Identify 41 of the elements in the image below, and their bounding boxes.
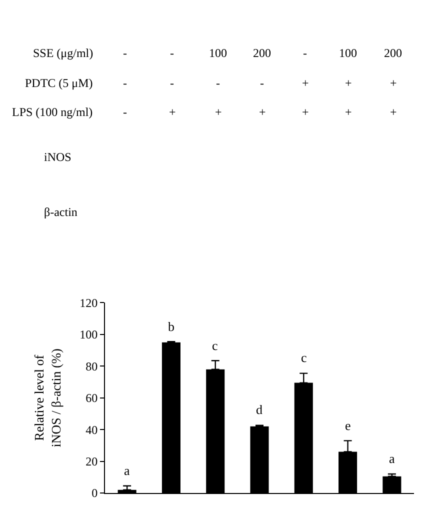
y-tick-label: 0 (92, 486, 98, 500)
text: - (123, 105, 127, 119)
text: - (123, 46, 127, 60)
text: - (170, 76, 174, 90)
data-label: c (301, 350, 307, 365)
text: 100 (209, 46, 227, 60)
text: 200 (384, 46, 402, 60)
text: - (216, 76, 220, 90)
text: LPS (100 ng/ml) (12, 105, 93, 119)
text: - (303, 46, 307, 60)
text: + (390, 76, 397, 90)
text: + (302, 105, 309, 119)
data-label: b (168, 319, 174, 334)
text: 100 (339, 46, 357, 60)
y-tick-label: 80 (86, 359, 98, 374)
text: + (390, 105, 397, 119)
data-label: a (124, 463, 130, 478)
y-tick-label: 40 (86, 422, 98, 437)
text: - (123, 76, 127, 90)
y-axis-title: Relative level of iNOS / β-actin (%) (32, 348, 64, 448)
data-label: e (345, 418, 351, 433)
text: 200 (253, 46, 271, 60)
text: + (345, 105, 352, 119)
text: β-actin (44, 205, 78, 219)
text: PDTC (5 μM) (25, 76, 93, 90)
text: + (215, 105, 222, 119)
y-tick-label: 100 (80, 328, 98, 342)
text: + (302, 76, 309, 90)
text: - (170, 46, 174, 60)
y-tick-label: 20 (86, 454, 98, 468)
data-label: d (256, 402, 263, 417)
text: - (260, 76, 264, 90)
data-label: a (389, 451, 395, 466)
data-label: c (212, 338, 218, 353)
text: + (169, 105, 176, 119)
text: + (345, 76, 352, 90)
text: SSE (μg/ml) (33, 46, 94, 60)
text: + (259, 105, 266, 119)
y-tick-label: 60 (86, 391, 98, 406)
y-tick-label: 120 (80, 296, 98, 310)
text: iNOS (44, 150, 72, 164)
